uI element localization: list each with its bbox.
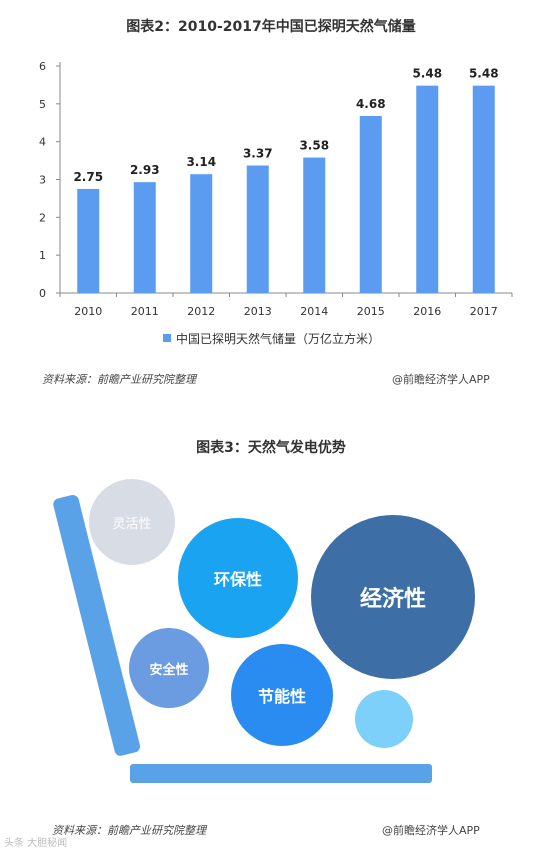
bar — [77, 188, 100, 293]
bubble-safety: 安全性 — [129, 628, 209, 708]
bar-value-label: 5.48 — [412, 67, 442, 81]
bubble-environmental-label: 环保性 — [213, 570, 262, 589]
bar-value-label: 3.37 — [243, 147, 273, 161]
bar-value-label: 5.48 — [469, 67, 499, 81]
x-tick-label: 2015 — [357, 305, 385, 318]
chart2-title: 图表3：天然气发电优势 — [196, 440, 346, 456]
bar — [416, 85, 439, 293]
ruler-horizontal — [130, 764, 432, 783]
bubble-economic: 经济性 — [311, 515, 475, 679]
legend-label: 中国已探明天然气储量（万亿立方米） — [176, 331, 380, 346]
bubble-energy-saving-label: 节能性 — [257, 687, 306, 706]
y-tick-label: 3 — [39, 174, 46, 187]
chart2-source: 资料来源：前瞻产业研究院整理 — [52, 824, 206, 837]
x-tick-label: 2010 — [74, 305, 102, 318]
x-tick-label: 2017 — [470, 305, 498, 318]
bar-value-label: 3.14 — [186, 155, 216, 169]
chart1-source: 资料来源：前瞻产业研究院整理 — [42, 373, 196, 386]
bubble-economic-label: 经济性 — [359, 587, 426, 612]
bar-value-label: 2.93 — [130, 163, 160, 177]
x-tick-label: 2014 — [300, 305, 328, 318]
y-tick-label: 2 — [39, 211, 46, 224]
chart1-title: 图表2：2010-2017年中国已探明天然气储量 — [126, 19, 416, 35]
chart2-brand: @前瞻经济学人APP — [382, 824, 480, 837]
bubble-small — [355, 690, 413, 748]
bar-value-label: 2.75 — [73, 170, 103, 184]
y-tick-label: 5 — [39, 98, 46, 111]
bar — [359, 115, 382, 293]
bubble-flexibility-label: 灵活性 — [112, 516, 152, 532]
x-tick-label: 2016 — [413, 305, 441, 318]
x-tick-label: 2011 — [131, 305, 159, 318]
bar — [472, 85, 495, 293]
y-tick-label: 1 — [39, 249, 46, 262]
bar — [303, 157, 326, 293]
legend-swatch — [163, 334, 171, 342]
corner-watermark: 头条 大胆秘闻 — [4, 838, 68, 849]
y-tick-label: 0 — [39, 287, 46, 300]
bar-value-label: 3.58 — [299, 139, 329, 153]
bubble-safety-label: 安全性 — [149, 662, 189, 678]
chart1-brand: @前瞻经济学人APP — [392, 373, 490, 386]
bar — [246, 165, 269, 293]
bubble-energy-saving: 节能性 — [231, 644, 333, 746]
bar-value-label: 4.68 — [356, 97, 386, 111]
bubble-environmental: 环保性 — [178, 518, 298, 638]
bar — [190, 174, 213, 293]
x-tick-label: 2013 — [244, 305, 272, 318]
y-tick-label: 4 — [39, 136, 46, 149]
x-tick-label: 2012 — [187, 305, 215, 318]
y-tick-label: 6 — [39, 60, 46, 73]
bubble-flexibility: 灵活性 — [89, 479, 175, 565]
bar — [133, 182, 156, 293]
